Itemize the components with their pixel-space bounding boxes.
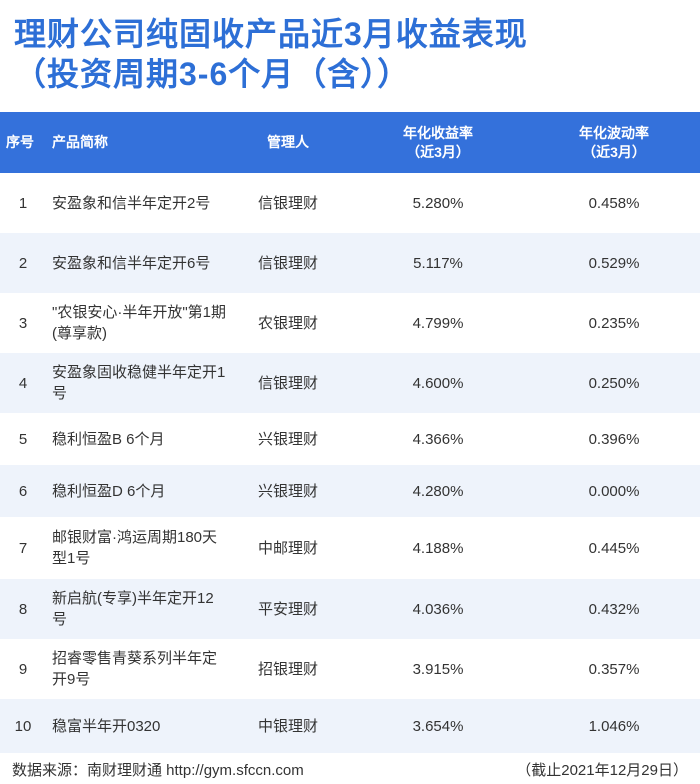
- cell-annual-volatility: 0.432%: [528, 579, 700, 639]
- table-row: 2 安盈象和信半年定开6号 信银理财 5.117% 0.529%: [0, 233, 700, 293]
- cell-index: 3: [0, 293, 46, 353]
- cell-index: 6: [0, 465, 46, 517]
- cell-manager: 平安理财: [228, 579, 348, 639]
- cell-index: 4: [0, 353, 46, 413]
- header-annual-return-label: 年化收益率: [403, 124, 473, 141]
- table-row: 4 安盈象固收稳健半年定开1号 信银理财 4.600% 0.250%: [0, 353, 700, 413]
- page-title: 理财公司纯固收产品近3月收益表现: [14, 16, 528, 52]
- cell-product-name: 稳富半年开0320: [46, 699, 228, 753]
- cell-index: 5: [0, 413, 46, 465]
- cell-annual-return: 4.036%: [348, 579, 528, 639]
- cell-annual-return: 4.799%: [348, 293, 528, 353]
- cell-annual-return: 5.117%: [348, 233, 528, 293]
- cell-index: 8: [0, 579, 46, 639]
- cell-manager: 兴银理财: [228, 465, 348, 517]
- header-product-name: 产品简称: [46, 112, 228, 173]
- cell-manager: 招银理财: [228, 639, 348, 699]
- cell-annual-volatility: 0.357%: [528, 639, 700, 699]
- returns-table: 序号 产品简称 管理人 年化收益率 （近3月） 年化波动率 （近3月） 1 安盈…: [0, 112, 700, 753]
- header-annual-volatility-label: 年化波动率: [579, 124, 649, 141]
- cell-annual-return: 4.600%: [348, 353, 528, 413]
- cell-product-name: 安盈象和信半年定开6号: [46, 233, 228, 293]
- table-row: 1 安盈象和信半年定开2号 信银理财 5.280% 0.458%: [0, 173, 700, 233]
- cell-index: 2: [0, 233, 46, 293]
- cutoff-date: （截止2021年12月29日）: [516, 762, 688, 779]
- cell-product-name: 招睿零售青葵系列半年定开9号: [46, 639, 228, 699]
- header-index: 序号: [0, 112, 46, 173]
- cell-annual-return: 3.654%: [348, 699, 528, 753]
- cell-index: 10: [0, 699, 46, 753]
- table-row: 7 邮银财富·鸿运周期180天型1号 中邮理财 4.188% 0.445%: [0, 517, 700, 579]
- cell-product-name: "农银安心·半年开放"第1期(尊享款): [46, 293, 228, 353]
- header-annual-return: 年化收益率 （近3月）: [348, 112, 528, 173]
- header-manager: 管理人: [228, 112, 348, 173]
- header-annual-volatility-period: （近3月）: [582, 143, 646, 160]
- cell-product-name: 安盈象和信半年定开2号: [46, 173, 228, 233]
- cell-annual-volatility: 0.458%: [528, 173, 700, 233]
- cell-annual-return: 4.280%: [348, 465, 528, 517]
- cell-manager: 信银理财: [228, 233, 348, 293]
- cell-manager: 兴银理财: [228, 413, 348, 465]
- table-row: 9 招睿零售青葵系列半年定开9号 招银理财 3.915% 0.357%: [0, 639, 700, 699]
- cell-product-name: 邮银财富·鸿运周期180天型1号: [46, 517, 228, 579]
- cell-annual-volatility: 0.396%: [528, 413, 700, 465]
- cell-manager: 信银理财: [228, 353, 348, 413]
- table-header-row: 序号 产品简称 管理人 年化收益率 （近3月） 年化波动率 （近3月）: [0, 112, 700, 173]
- header-annual-volatility: 年化波动率 （近3月）: [528, 112, 700, 173]
- footer: 数据来源：南财理财通 http://gym.sfccn.com （截止2021年…: [0, 754, 700, 784]
- table-row: 5 稳利恒盈B 6个月 兴银理财 4.366% 0.396%: [0, 413, 700, 465]
- title-block: 理财公司纯固收产品近3月收益表现 （投资周期3-6个月（含））: [14, 14, 694, 94]
- cell-product-name: 新启航(专享)半年定开12号: [46, 579, 228, 639]
- cell-product-name: 安盈象固收稳健半年定开1号: [46, 353, 228, 413]
- cell-annual-volatility: 0.445%: [528, 517, 700, 579]
- cell-manager: 中邮理财: [228, 517, 348, 579]
- data-source: 数据来源：南财理财通 http://gym.sfccn.com: [12, 762, 304, 779]
- cell-annual-volatility: 0.235%: [528, 293, 700, 353]
- table-row: 8 新启航(专享)半年定开12号 平安理财 4.036% 0.432%: [0, 579, 700, 639]
- cell-manager: 中银理财: [228, 699, 348, 753]
- header-annual-return-period: （近3月）: [406, 143, 470, 160]
- cell-index: 9: [0, 639, 46, 699]
- table-row: 3 "农银安心·半年开放"第1期(尊享款) 农银理财 4.799% 0.235%: [0, 293, 700, 353]
- cell-annual-volatility: 0.000%: [528, 465, 700, 517]
- cell-index: 7: [0, 517, 46, 579]
- cell-annual-return: 3.915%: [348, 639, 528, 699]
- cell-manager: 农银理财: [228, 293, 348, 353]
- cell-annual-return: 4.188%: [348, 517, 528, 579]
- page-subtitle: （投资周期3-6个月（含））: [14, 56, 411, 92]
- table-row: 6 稳利恒盈D 6个月 兴银理财 4.280% 0.000%: [0, 465, 700, 517]
- cell-annual-return: 5.280%: [348, 173, 528, 233]
- cell-annual-volatility: 0.250%: [528, 353, 700, 413]
- cell-manager: 信银理财: [228, 173, 348, 233]
- cell-index: 1: [0, 173, 46, 233]
- cell-annual-volatility: 1.046%: [528, 699, 700, 753]
- table-row: 10 稳富半年开0320 中银理财 3.654% 1.046%: [0, 699, 700, 753]
- cell-product-name: 稳利恒盈B 6个月: [46, 413, 228, 465]
- cell-product-name: 稳利恒盈D 6个月: [46, 465, 228, 517]
- cell-annual-volatility: 0.529%: [528, 233, 700, 293]
- cell-annual-return: 4.366%: [348, 413, 528, 465]
